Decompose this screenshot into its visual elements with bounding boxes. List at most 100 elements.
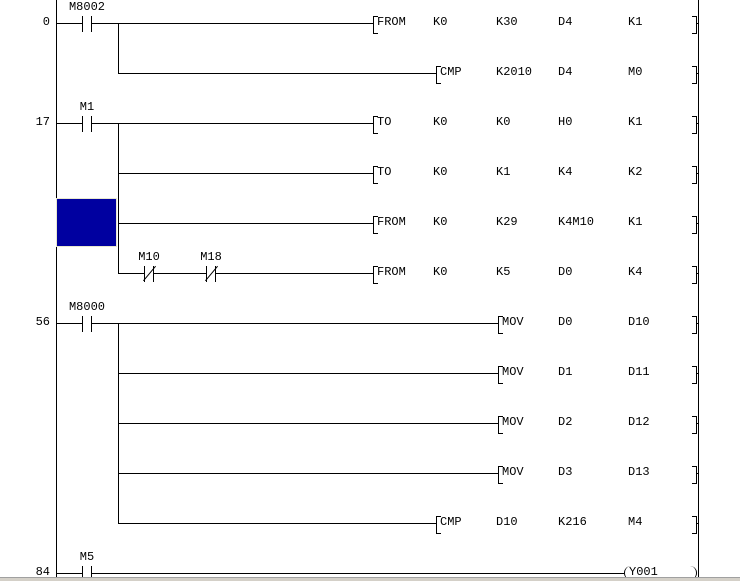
branch-line — [118, 23, 119, 74]
left-power-rail — [56, 0, 57, 577]
instruction-operand[interactable]: K0 — [496, 115, 511, 129]
instruction-operand[interactable]: D10 — [496, 515, 518, 529]
instruction-operand[interactable]: K2 — [628, 165, 643, 179]
wire — [118, 523, 436, 524]
wire — [118, 573, 624, 574]
wire — [92, 323, 118, 324]
instruction-operand[interactable]: D13 — [628, 465, 650, 479]
wire — [697, 423, 699, 424]
instruction-operand[interactable]: D2 — [558, 415, 573, 429]
instruction-left-bracket — [436, 516, 441, 534]
wire — [118, 473, 498, 474]
instruction-left-bracket — [373, 16, 378, 34]
instruction-operand[interactable]: K1 — [628, 115, 643, 129]
instruction-operand[interactable]: K29 — [496, 215, 518, 229]
wire — [118, 173, 373, 174]
instruction-operand[interactable]: K1 — [628, 15, 643, 29]
wire — [118, 73, 436, 74]
wire — [697, 523, 699, 524]
branch-line — [118, 423, 119, 474]
instruction-operand[interactable]: K0 — [433, 115, 448, 129]
instruction-left-bracket — [436, 66, 441, 84]
instruction-operand[interactable]: D11 — [628, 365, 650, 379]
instruction-operand[interactable]: M0 — [628, 65, 643, 79]
instruction-right-bracket — [692, 266, 697, 284]
normally-open-contact[interactable] — [82, 316, 92, 332]
instruction-name[interactable]: MOV — [502, 465, 524, 479]
instruction-right-bracket — [692, 516, 697, 534]
instruction-name[interactable]: TO — [377, 115, 392, 129]
instruction-left-bracket — [373, 266, 378, 284]
instruction-operand[interactable]: D1 — [558, 365, 573, 379]
wire — [92, 123, 118, 124]
instruction-right-bracket — [692, 466, 697, 484]
instruction-operand[interactable]: D12 — [628, 415, 650, 429]
normally-open-contact[interactable] — [82, 116, 92, 132]
wire — [154, 273, 206, 274]
instruction-operand[interactable]: K216 — [558, 515, 587, 529]
instruction-operand[interactable]: K5 — [496, 265, 511, 279]
instruction-name[interactable]: CMP — [440, 65, 462, 79]
instruction-operand[interactable]: D10 — [628, 315, 650, 329]
horizontal-scrollbar[interactable] — [0, 577, 740, 581]
instruction-operand[interactable]: K4 — [628, 265, 643, 279]
instruction-right-bracket — [692, 366, 697, 384]
wire — [118, 123, 373, 124]
contact-label: M1 — [79, 100, 95, 114]
wire — [118, 423, 498, 424]
instruction-name[interactable]: MOV — [502, 415, 524, 429]
coil-left — [624, 566, 631, 580]
instruction-operand[interactable]: D0 — [558, 265, 573, 279]
normally-open-contact[interactable] — [82, 16, 92, 32]
wire — [56, 323, 82, 324]
instruction-operand[interactable]: K4 — [558, 165, 573, 179]
cursor-selection[interactable] — [56, 198, 117, 247]
output-coil-label[interactable]: Y001 — [629, 565, 658, 579]
instruction-right-bracket — [692, 216, 697, 234]
instruction-operand[interactable]: K0 — [433, 215, 448, 229]
instruction-operand[interactable]: D4 — [558, 65, 573, 79]
instruction-operand[interactable]: K0 — [433, 165, 448, 179]
instruction-operand[interactable]: K30 — [496, 15, 518, 29]
instruction-operand[interactable]: K1 — [496, 165, 511, 179]
instruction-operand[interactable]: K0 — [433, 265, 448, 279]
wire — [697, 473, 699, 474]
instruction-left-bracket — [498, 416, 503, 434]
instruction-name[interactable]: TO — [377, 165, 392, 179]
instruction-name[interactable]: FROM — [377, 15, 406, 29]
instruction-operand[interactable]: M4 — [628, 515, 643, 529]
instruction-operand[interactable]: K0 — [433, 15, 448, 29]
step-number: 56 — [35, 315, 50, 329]
normally-closed-contact[interactable] — [143, 265, 156, 282]
wire — [697, 373, 699, 374]
branch-line — [118, 473, 119, 524]
instruction-operand[interactable]: H0 — [558, 115, 573, 129]
wire — [118, 323, 498, 324]
instruction-right-bracket — [692, 416, 697, 434]
instruction-operand[interactable]: K1 — [628, 215, 643, 229]
instruction-operand[interactable]: K4M10 — [558, 215, 595, 229]
contact-label: M18 — [200, 250, 222, 264]
instruction-name[interactable]: MOV — [502, 315, 524, 329]
instruction-right-bracket — [692, 116, 697, 134]
step-number: 0 — [42, 15, 50, 29]
instruction-operand[interactable]: D0 — [558, 315, 573, 329]
normally-closed-contact[interactable] — [205, 265, 218, 282]
instruction-name[interactable]: CMP — [440, 515, 462, 529]
instruction-name[interactable]: FROM — [377, 215, 406, 229]
instruction-right-bracket — [692, 16, 697, 34]
instruction-name[interactable]: MOV — [502, 365, 524, 379]
instruction-name[interactable]: FROM — [377, 265, 406, 279]
instruction-operand[interactable]: D4 — [558, 15, 573, 29]
branch-line — [118, 173, 119, 224]
instruction-operand[interactable]: K2010 — [496, 65, 533, 79]
branch-line — [118, 123, 119, 174]
wire — [56, 123, 82, 124]
instruction-right-bracket — [692, 66, 697, 84]
wire — [697, 123, 699, 124]
normally-open-contact[interactable] — [82, 566, 92, 581]
contact-label: M8000 — [68, 300, 105, 314]
wire — [56, 573, 82, 574]
instruction-operand[interactable]: D3 — [558, 465, 573, 479]
